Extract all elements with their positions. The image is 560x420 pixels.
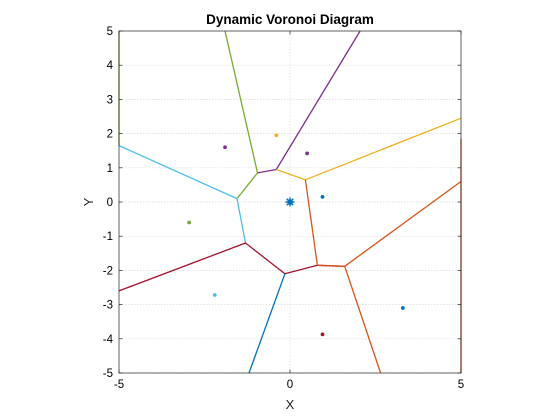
y-tick-label: -2 <box>103 265 113 277</box>
site-point <box>212 293 217 297</box>
site-point <box>223 145 227 150</box>
voronoi-sites <box>187 133 405 337</box>
y-axis-label: Y <box>81 197 96 206</box>
x-tick-label: -5 <box>114 379 124 391</box>
x-tick-label: 0 <box>287 379 293 391</box>
y-tick-label: 4 <box>107 60 114 72</box>
y-tick-label: -4 <box>103 334 114 346</box>
center-site-dot <box>287 199 293 205</box>
site-point <box>400 306 405 310</box>
voronoi-edge <box>118 145 247 244</box>
chart-title: Dynamic Voronoi Diagram <box>206 12 374 27</box>
axis-ticks: 5 4 3 2 1 0 -1 -2 -3 -4 -5-5 0 5 <box>103 26 464 391</box>
y-tick-label: -3 <box>103 300 113 312</box>
y-tick-label: 1 <box>107 163 113 175</box>
y-tick-label: -5 <box>103 368 113 380</box>
voronoi-edge <box>304 179 382 374</box>
y-tick-label: 2 <box>107 129 113 141</box>
x-tick-label: 5 <box>458 379 464 391</box>
site-point <box>320 194 325 199</box>
voronoi-edge <box>344 180 462 267</box>
y-tick-label: 5 <box>107 26 113 38</box>
y-tick-label: -1 <box>103 231 113 243</box>
x-axis-label: X <box>286 397 295 412</box>
site-point <box>187 220 192 225</box>
site-point <box>320 332 325 337</box>
site-point <box>274 133 279 138</box>
voronoi-edge <box>248 273 286 374</box>
y-tick-label: 0 <box>107 197 113 209</box>
center-site-marker <box>285 197 295 207</box>
site-point <box>305 151 309 156</box>
y-tick-label: 3 <box>107 94 113 106</box>
